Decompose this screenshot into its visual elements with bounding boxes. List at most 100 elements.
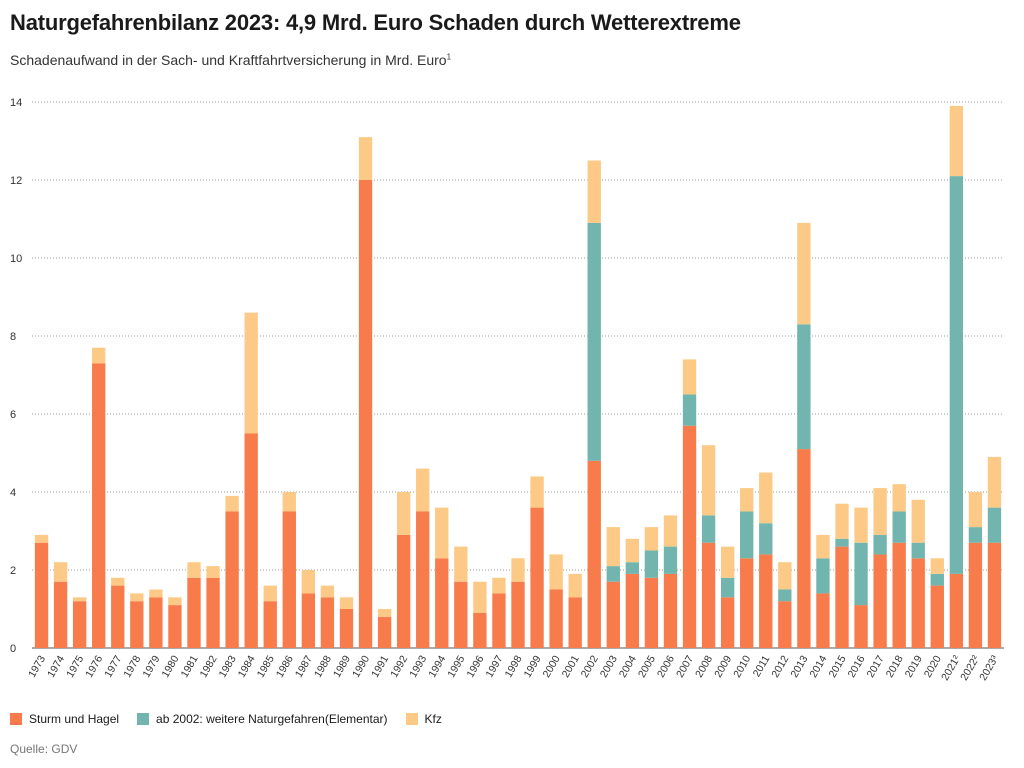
bar-2005-series-1: [644, 550, 659, 578]
subtitle-text: Schadenaufwand in der Sach- und Kraftfah…: [10, 52, 447, 68]
x-tick-label-1976: 1976: [83, 653, 105, 679]
bar-2013-series-1: [797, 324, 811, 450]
bar-2005-series-2: [644, 527, 659, 551]
bar-2021-series-0: [949, 573, 964, 648]
x-tick-label-1978: 1978: [121, 653, 143, 679]
bar-1977-series-2: [111, 577, 125, 586]
subtitle-footnote-mark: 1: [446, 52, 452, 62]
bar-2012-series-1: [778, 589, 792, 602]
bar-2010-series-1: [740, 511, 754, 559]
bar-2003-series-0: [606, 581, 620, 648]
chart-title: Naturgefahrenbilanz 2023: 4,9 Mrd. Euro …: [10, 10, 741, 35]
bar-2014-series-1: [816, 558, 830, 594]
bar-2009-series-0: [720, 597, 735, 648]
legend-label-sturm: Sturm und Hagel: [29, 712, 120, 726]
bar-2005-series-0: [644, 577, 659, 648]
bar-1991-series-0: [377, 616, 392, 648]
bar-1990-series-2: [358, 137, 373, 180]
x-tick-label-2014: 2014: [807, 653, 829, 679]
bar-1984-series-0: [244, 433, 258, 648]
bar-2023-series-1: [987, 507, 1002, 543]
x-tick-label-2004: 2004: [617, 653, 639, 679]
bar-1974-series-2: [53, 562, 68, 582]
bar-2014-series-2: [816, 534, 830, 559]
y-tick-label-14: 14: [10, 97, 22, 109]
x-tick-label-1973: 1973: [26, 653, 48, 679]
bar-1999-series-2: [530, 476, 544, 508]
bar-2003-series-1: [606, 566, 620, 582]
bar-1997-series-2: [492, 577, 506, 594]
bar-2013-series-0: [797, 449, 811, 648]
bar-1987-series-0: [301, 593, 316, 648]
bar-2014-series-0: [816, 593, 830, 648]
x-tick-label-1994: 1994: [426, 653, 448, 679]
x-tick-label-2012: 2012: [769, 653, 791, 679]
bar-2021-series-1: [949, 176, 964, 574]
x-tick-label-1977: 1977: [102, 653, 124, 679]
legend-item-sturm: Sturm und Hagel: [10, 712, 119, 726]
legend-item-kfz: Kfz: [405, 712, 442, 726]
x-tick-label-2016: 2016: [846, 653, 868, 679]
x-tick-label-1993: 1993: [407, 653, 429, 679]
x-tick-label-1980: 1980: [159, 653, 181, 679]
bar-1981-series-0: [187, 577, 201, 648]
bar-1989-series-2: [339, 597, 354, 609]
bar-1978-series-0: [130, 601, 144, 648]
bar-2001-series-0: [568, 597, 582, 648]
bar-1993-series-2: [416, 468, 430, 512]
bar-1988-series-2: [320, 585, 335, 598]
y-tick-label-6: 6: [10, 409, 16, 421]
x-tick-label-2001: 2001: [560, 653, 582, 679]
x-tick-label-2023: 2023³: [977, 653, 1001, 683]
bar-2022-series-0: [968, 542, 983, 648]
bar-1980-series-0: [168, 605, 182, 648]
bar-1995-series-2: [454, 546, 468, 582]
bar-2020-series-1: [930, 573, 944, 586]
bar-1990-series-0: [358, 180, 373, 648]
bar-1976-series-0: [92, 363, 106, 648]
x-tick-label-1975: 1975: [64, 653, 86, 679]
x-tick-label-2019: 2019: [903, 653, 925, 679]
bar-2004-series-1: [625, 562, 640, 574]
bar-2017-series-2: [873, 488, 887, 535]
x-tick-label-2005: 2005: [636, 653, 658, 679]
bar-1983-series-2: [225, 495, 239, 512]
x-tick-label-2006: 2006: [655, 653, 677, 679]
bar-2006-series-0: [663, 573, 678, 648]
bar-2017-series-0: [873, 554, 887, 648]
x-tick-label-1986: 1986: [274, 653, 296, 679]
bar-2018-series-0: [892, 542, 906, 648]
chart-subtitle: Schadenaufwand in der Sach- und Kraftfah…: [10, 52, 451, 68]
bar-2016-series-2: [854, 507, 868, 543]
bar-2000-series-2: [549, 554, 563, 590]
legend: Sturm und Hagel ab 2002: weitere Naturge…: [10, 712, 442, 726]
legend-swatch-kfz: [405, 713, 418, 725]
bar-1979-series-0: [149, 597, 163, 648]
bar-2006-series-1: [663, 546, 678, 574]
bar-2019-series-1: [911, 542, 925, 559]
bar-1987-series-2: [301, 570, 316, 594]
x-tick-label-1998: 1998: [503, 653, 525, 679]
x-tick-label-1999: 1999: [522, 653, 544, 679]
bar-1997-series-0: [492, 593, 506, 648]
x-tick-label-2013: 2013: [788, 653, 810, 679]
y-tick-label-2: 2: [10, 565, 16, 577]
x-tick-label-1987: 1987: [293, 653, 315, 679]
bar-2018-series-2: [892, 484, 906, 512]
bar-1995-series-0: [454, 581, 468, 648]
bar-1977-series-0: [111, 585, 125, 648]
bar-1975-series-2: [72, 597, 87, 602]
bar-2019-series-2: [911, 499, 925, 543]
x-tick-label-1992: 1992: [388, 653, 410, 679]
bar-1982-series-0: [206, 577, 220, 648]
bar-2015-series-2: [835, 503, 849, 539]
bar-1982-series-2: [206, 566, 220, 578]
bar-2010-series-2: [740, 488, 754, 512]
bar-2022-series-2: [968, 492, 983, 528]
bar-2013-series-2: [797, 222, 811, 325]
bar-2012-series-0: [778, 601, 792, 648]
bar-1994-series-0: [435, 558, 449, 648]
x-tick-label-1988: 1988: [312, 653, 334, 679]
bar-1989-series-0: [339, 609, 354, 648]
x-tick-label-2010: 2010: [731, 653, 753, 679]
